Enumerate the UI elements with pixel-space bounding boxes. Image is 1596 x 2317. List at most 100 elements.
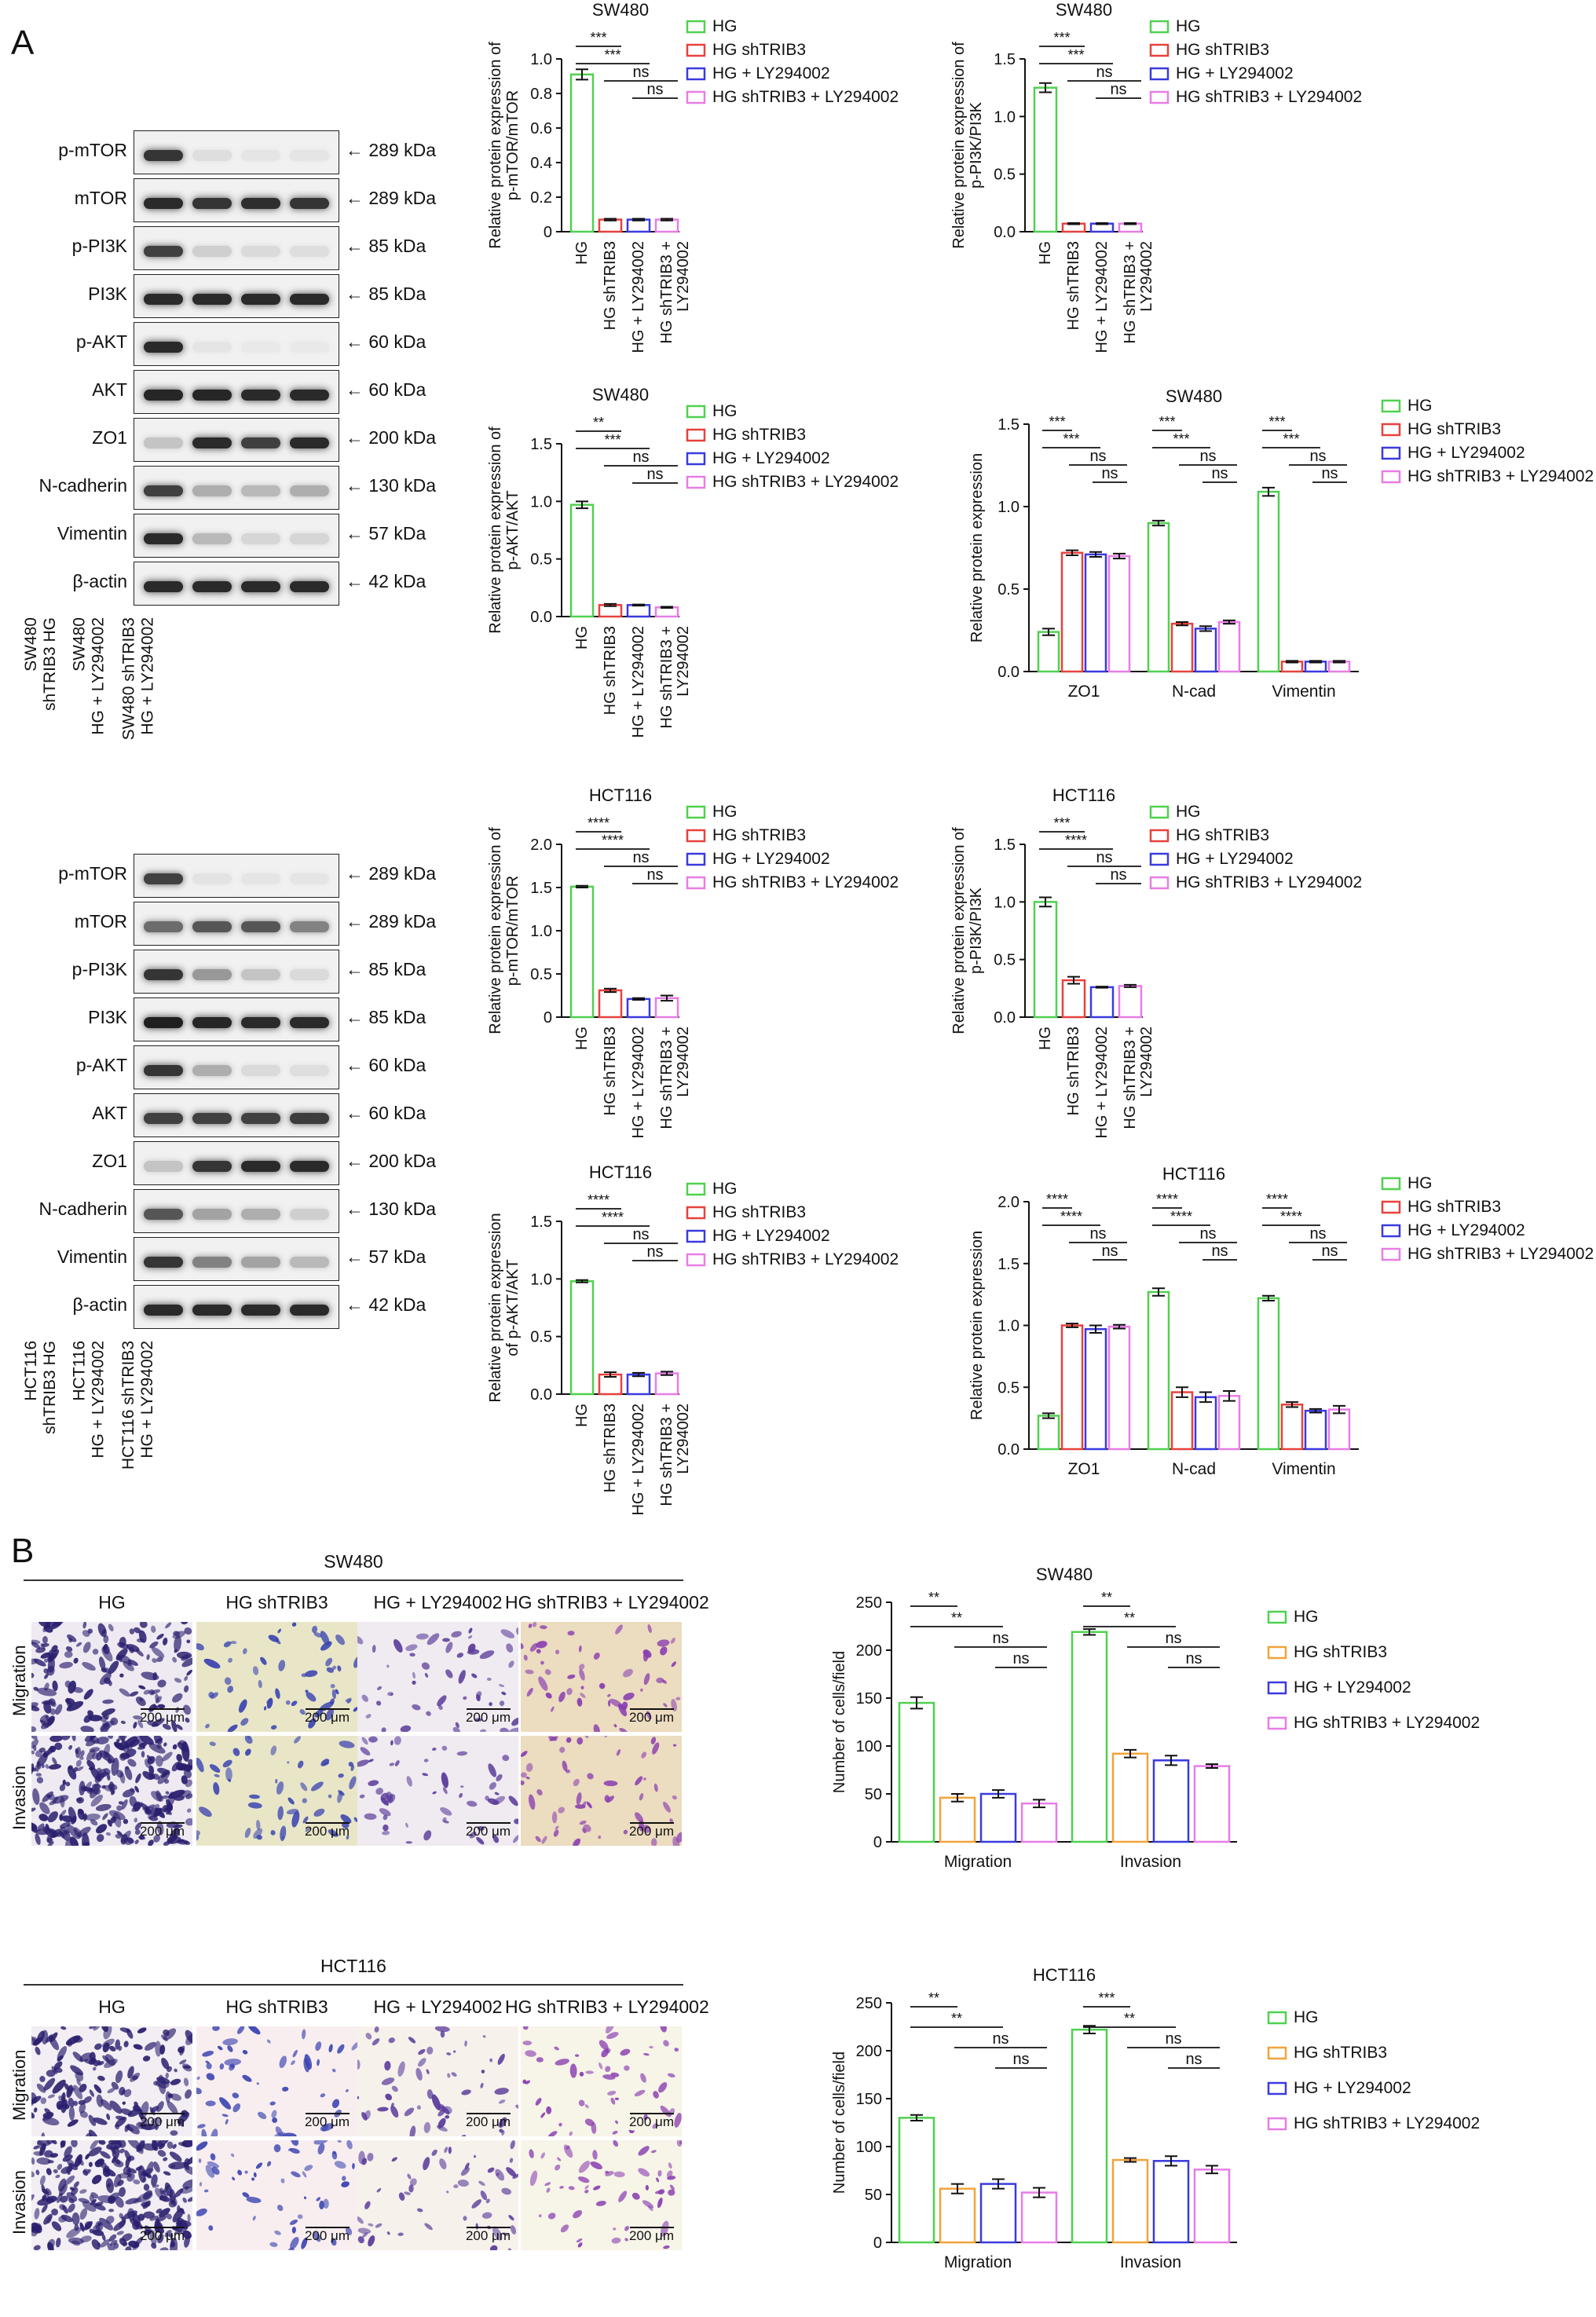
significance-label: ns: [1199, 448, 1216, 465]
cell-stain: [97, 2194, 116, 2204]
cell-stain: [489, 2058, 493, 2063]
legend-swatch: [1149, 90, 1170, 104]
cell-stain: [256, 2082, 260, 2085]
cell-stain: [167, 1836, 181, 1844]
cell-stain: [196, 1757, 204, 1773]
significance-label: **: [1101, 1590, 1112, 1605]
cell-stain: [558, 1691, 566, 1703]
cell-stain: [84, 1736, 95, 1742]
cell-stain: [528, 1794, 536, 1810]
cell-stain: [62, 1779, 66, 1786]
blot-kda-label: ← 57 kDa: [346, 523, 426, 544]
cell-stain: [453, 2184, 459, 2189]
cell-stain: [489, 1702, 492, 1707]
legend-label: HG: [712, 1180, 738, 1198]
cell-stain: [405, 1644, 418, 1652]
x-tick-label: HG shTRIB3: [1065, 1027, 1082, 1115]
cell-stain: [119, 2148, 125, 2154]
cell-stain: [102, 1813, 108, 1821]
cell-stain: [174, 1678, 182, 1683]
y-tick-label: 250: [856, 1995, 882, 2012]
cell-stain: [404, 2107, 415, 2117]
bar: [1170, 622, 1194, 673]
cell-stain: [78, 2099, 86, 2105]
legend-label: HG shTRIB3: [1176, 826, 1269, 844]
cell-stain: [246, 2196, 262, 2204]
cell-stain: [313, 2231, 321, 2242]
cell-stain: [623, 1693, 635, 1700]
cell-stain: [337, 2044, 345, 2054]
blot-band: [144, 342, 183, 353]
blot-band: [144, 533, 183, 544]
cell-stain: [673, 1744, 677, 1747]
micrograph-row-label: Invasion: [9, 2170, 29, 2235]
cell-stain: [85, 1813, 101, 1821]
cell-stain: [163, 1637, 168, 1645]
legend-label: HG shTRIB3: [1176, 41, 1269, 59]
micrograph-column-label: HG shTRIB3: [225, 1592, 328, 1612]
cell-stain: [360, 1747, 371, 1756]
cell-stain: [661, 2220, 669, 2237]
cell-stain: [408, 2037, 416, 2044]
cell-stain: [35, 1833, 41, 1845]
y-tick-label: 0.5: [994, 952, 1016, 969]
cell-stain: [212, 2026, 220, 2031]
cell-stain: [78, 2198, 90, 2204]
cell-stain: [100, 2099, 112, 2110]
cell-stain: [31, 2171, 35, 2178]
cell-stain: [162, 2190, 169, 2197]
significance-label: **: [593, 415, 604, 430]
y-axis-label: Relative protein expression: [968, 1231, 986, 1420]
cell-stain: [64, 2175, 75, 2185]
cell-stain: [408, 2184, 414, 2193]
y-tick-label: 1.5: [530, 880, 552, 897]
cell-stain: [640, 2073, 646, 2083]
micrograph-image: 200 μm: [31, 1736, 192, 1846]
blot-band: [144, 246, 183, 257]
x-tick-label: HG shTRIB3 +LY294002: [1122, 1027, 1155, 1129]
legend-label: HG shTRIB3 + LY294002: [1294, 1714, 1480, 1732]
scale-bar: [141, 1822, 185, 1824]
cell-stain: [642, 1825, 650, 1833]
cell-stain: [448, 2146, 452, 2154]
cell-stain: [303, 2196, 307, 2200]
blot-band: [290, 1161, 329, 1172]
cell-stain: [42, 2111, 54, 2119]
legend-label: HG shTRIB3 + LY294002: [1407, 1245, 1594, 1263]
micrograph-image: 200 μm: [357, 1622, 518, 1732]
cell-stain: [302, 1816, 309, 1824]
blot-band: [192, 921, 232, 932]
cell-stain: [178, 2142, 187, 2147]
blot-band-image: [134, 902, 339, 946]
legend-swatch: [1267, 1681, 1287, 1695]
blot-band: [192, 1257, 232, 1268]
significance-label: ns: [1110, 866, 1126, 884]
cell-stain: [41, 2204, 48, 2213]
cell-stain: [151, 2242, 157, 2249]
micrograph-image: 200 μm: [521, 1622, 682, 1732]
cell-stain: [49, 1745, 57, 1753]
blot-band: [144, 1161, 183, 1172]
cell-stain: [68, 2106, 75, 2121]
cell-stain: [263, 1706, 267, 1711]
cell-stain: [122, 2101, 126, 2105]
cell-stain: [64, 2146, 72, 2158]
blot-band-image: [134, 130, 339, 174]
cell-stain: [368, 2235, 375, 2247]
blot-kda-label: ← 60 kDa: [346, 1055, 426, 1075]
cell-stain: [71, 2240, 81, 2246]
cell-stain: [136, 1736, 146, 1749]
cell-stain: [67, 2040, 73, 2048]
bar: [898, 1701, 935, 1843]
transwell-micrographs-sw480: SW480 HG HG shTRIB3 HG + LY294002 HG shTRIB3…: [0, 1551, 709, 1881]
cell-stain: [412, 1704, 421, 1711]
cell-stain: [88, 2114, 97, 2126]
cell-stain: [489, 1782, 496, 1790]
legend-label: HG shTRIB3 + LY294002: [712, 88, 899, 106]
cell-stain: [97, 1623, 107, 1638]
cell-stain: [106, 2142, 123, 2150]
cell-stain: [60, 1826, 70, 1834]
cell-stain: [471, 1673, 478, 1678]
cell-stain: [163, 1742, 167, 1747]
cell-stain: [620, 2048, 631, 2056]
